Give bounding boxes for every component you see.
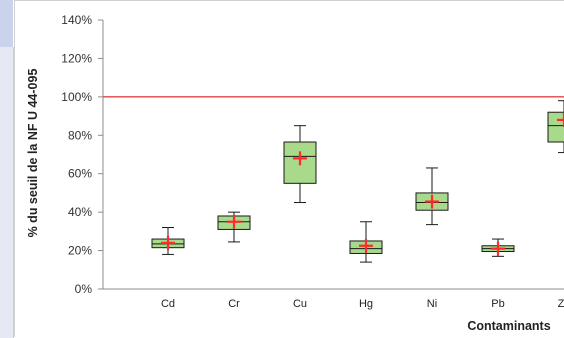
- x-tick-label: Cr: [228, 298, 240, 310]
- x-tick-label: Zn: [558, 298, 564, 310]
- sheet-row-header-strip: [0, 47, 14, 338]
- sheet-header-corner: [0, 0, 13, 47]
- y-tick-label: 20%: [68, 244, 92, 258]
- y-tick-label: 140%: [61, 13, 92, 27]
- box-hg: Hg: [349, 221, 383, 310]
- x-axis-title: Contaminants: [467, 319, 550, 333]
- x-tick-label: Cd: [161, 298, 175, 310]
- box-cd: Cd: [151, 227, 185, 310]
- box-pb: Pb: [481, 238, 515, 310]
- y-tick-label: 120%: [61, 51, 92, 65]
- y-tick-label: 80%: [68, 128, 92, 142]
- x-tick-label: Ni: [427, 298, 437, 310]
- box-iqr: [283, 141, 317, 184]
- box-iqr: [547, 111, 564, 143]
- y-axis-title: % du seuil de la NF U 44-095: [26, 69, 40, 238]
- x-tick-label: Pb: [491, 298, 504, 310]
- box-cu: Cu: [283, 125, 317, 310]
- x-tick-label: Cu: [293, 298, 307, 310]
- box-cr: Cr: [217, 211, 251, 310]
- y-tick-label: 60%: [68, 167, 92, 181]
- x-tick-label: Hg: [359, 298, 373, 310]
- box-zn: Zn: [547, 100, 564, 310]
- box-ni: Ni: [415, 167, 449, 310]
- y-tick-label: 100%: [61, 90, 92, 104]
- y-tick-label: 40%: [68, 205, 92, 219]
- y-tick-label: 0%: [75, 282, 93, 296]
